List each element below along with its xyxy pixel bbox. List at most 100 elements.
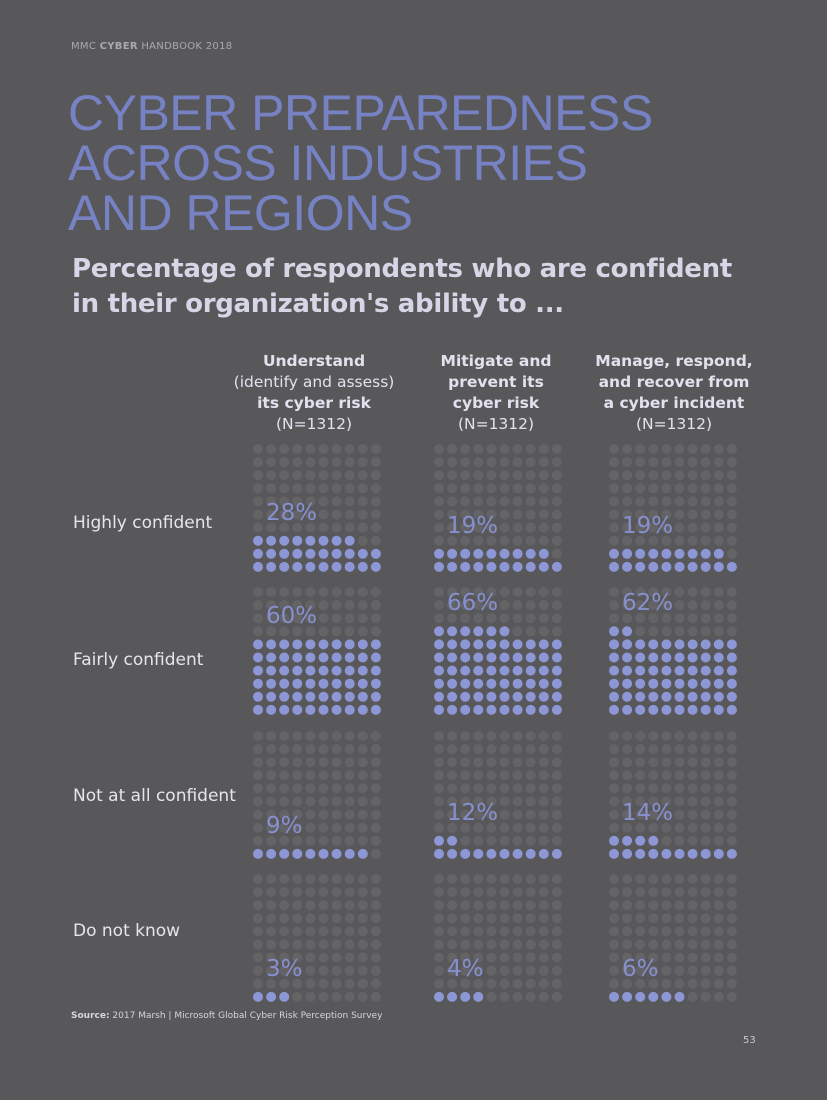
empty-dot — [674, 600, 685, 611]
empty-dot — [305, 991, 316, 1002]
filled-dot — [499, 691, 510, 702]
empty-dot — [434, 887, 444, 898]
empty-dot — [473, 796, 484, 807]
filled-dot — [635, 652, 646, 663]
empty-dot — [447, 509, 458, 520]
empty-dot — [551, 913, 562, 924]
filled-dot — [499, 665, 510, 676]
empty-dot — [512, 913, 523, 924]
empty-dot — [305, 835, 316, 846]
empty-dot — [266, 457, 277, 468]
empty-dot — [266, 731, 277, 741]
filled-dot — [279, 561, 290, 572]
empty-dot — [460, 613, 471, 624]
empty-dot — [648, 757, 659, 768]
empty-dot — [266, 483, 277, 494]
empty-dot — [622, 731, 633, 741]
empty-dot — [674, 822, 685, 833]
empty-dot — [525, 874, 536, 884]
filled-dot — [538, 561, 549, 572]
empty-dot — [253, 587, 263, 597]
empty-dot — [447, 965, 458, 976]
empty-dot — [648, 457, 659, 468]
empty-dot — [370, 770, 381, 781]
filled-dot — [331, 848, 342, 859]
filled-dot — [460, 678, 471, 689]
empty-dot — [434, 744, 444, 755]
empty-dot — [538, 978, 549, 989]
empty-dot — [253, 457, 263, 468]
empty-dot — [305, 796, 316, 807]
empty-dot — [357, 587, 368, 597]
filled-dot — [713, 678, 724, 689]
empty-dot — [700, 483, 711, 494]
empty-dot — [473, 887, 484, 898]
empty-dot — [370, 626, 381, 637]
filled-dot — [447, 639, 458, 650]
filled-dot — [674, 691, 685, 702]
filled-dot — [609, 652, 619, 663]
empty-dot — [486, 483, 497, 494]
empty-dot — [305, 731, 316, 741]
empty-dot — [551, 548, 562, 559]
empty-dot — [357, 496, 368, 507]
empty-dot — [713, 496, 724, 507]
filled-dot — [551, 665, 562, 676]
empty-dot — [266, 783, 277, 794]
empty-dot — [434, 965, 444, 976]
empty-dot — [473, 744, 484, 755]
filled-dot — [713, 665, 724, 676]
empty-dot — [726, 626, 737, 637]
empty-dot — [253, 770, 263, 781]
empty-dot — [331, 600, 342, 611]
empty-dot — [318, 900, 329, 911]
empty-dot — [279, 444, 290, 454]
empty-dot — [622, 978, 633, 989]
filled-dot — [447, 691, 458, 702]
filled-dot — [700, 678, 711, 689]
empty-dot — [700, 744, 711, 755]
empty-dot — [635, 900, 646, 911]
empty-dot — [674, 731, 685, 741]
filled-dot — [305, 561, 316, 572]
empty-dot — [525, 470, 536, 481]
empty-dot — [370, 496, 381, 507]
empty-dot — [344, 913, 355, 924]
empty-dot — [318, 600, 329, 611]
filled-dot — [609, 678, 619, 689]
empty-dot — [687, 587, 698, 597]
empty-dot — [305, 483, 316, 494]
empty-dot — [305, 874, 316, 884]
empty-dot — [344, 926, 355, 937]
empty-dot — [370, 809, 381, 820]
filled-dot — [253, 561, 263, 572]
empty-dot — [253, 613, 263, 624]
filled-dot — [473, 691, 484, 702]
filled-dot — [305, 691, 316, 702]
filled-dot — [538, 691, 549, 702]
filled-dot — [434, 848, 444, 859]
empty-dot — [486, 496, 497, 507]
empty-dot — [538, 770, 549, 781]
empty-dot — [635, 874, 646, 884]
empty-dot — [713, 626, 724, 637]
empty-dot — [674, 587, 685, 597]
filled-dot — [551, 652, 562, 663]
empty-dot — [486, 613, 497, 624]
empty-dot — [674, 809, 685, 820]
empty-dot — [512, 522, 523, 533]
percentage-label: 19% — [447, 512, 499, 539]
filled-dot — [331, 548, 342, 559]
empty-dot — [357, 939, 368, 950]
empty-dot — [305, 509, 316, 520]
empty-dot — [551, 483, 562, 494]
filled-dot — [486, 561, 497, 572]
empty-dot — [512, 535, 523, 546]
empty-dot — [525, 457, 536, 468]
empty-dot — [331, 509, 342, 520]
empty-dot — [305, 757, 316, 768]
empty-dot — [331, 757, 342, 768]
empty-dot — [648, 913, 659, 924]
empty-dot — [292, 913, 303, 924]
empty-dot — [538, 613, 549, 624]
